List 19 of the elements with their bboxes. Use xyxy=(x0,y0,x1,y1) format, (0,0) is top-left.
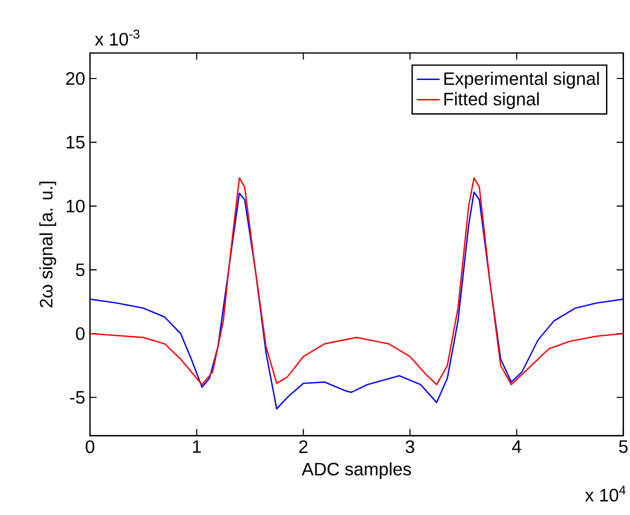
text: x 10$^{4}$ xyxy=(585,486,626,502)
x-tick-label: 0 xyxy=(86,440,94,454)
y-tick-label: 5 xyxy=(76,264,85,276)
line-series xyxy=(89,177,624,386)
y-tick-label: 10 xyxy=(66,200,85,212)
y-tick-label: 0 xyxy=(76,327,85,340)
legend-label: Experimental signal xyxy=(444,72,599,89)
x-axis-title: ADC samples xyxy=(302,462,411,480)
x-tick-label: 5 xyxy=(619,440,628,453)
y-tick-label: 15 xyxy=(66,136,85,149)
x-tick-label: 2 xyxy=(299,440,308,453)
y-tick-label: -5 xyxy=(70,391,85,404)
y-tick-label: 20 xyxy=(66,72,85,85)
x-tick-label: 3 xyxy=(406,440,414,454)
x-tick-label: 4 xyxy=(512,440,522,453)
x-tick-label: 1 xyxy=(193,440,201,453)
y-axis-title: 2ω signal [a. u.] xyxy=(39,182,56,308)
text: x 10$^{-3}$ xyxy=(94,30,140,46)
legend-label: Fitted signal xyxy=(444,92,539,109)
